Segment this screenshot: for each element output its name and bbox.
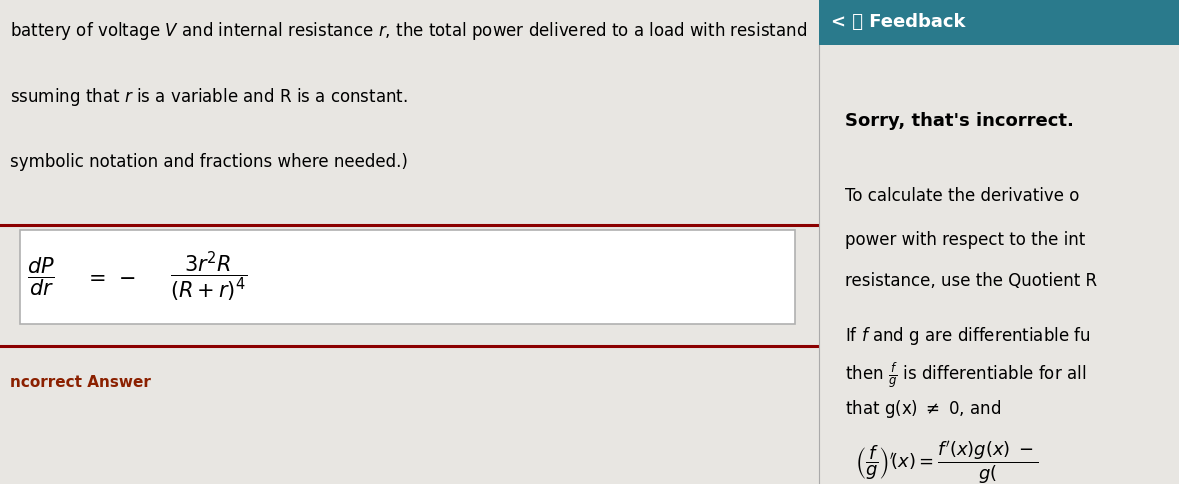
Text: Sorry, that's incorrect.: Sorry, that's incorrect. bbox=[844, 112, 1073, 130]
Bar bbox=[819, 0, 1179, 45]
Text: $\left(\dfrac{f}{g}\right)'\!(x) = \dfrac{f'(x)g(x)\;-}{g(}$: $\left(\dfrac{f}{g}\right)'\!(x) = \dfra… bbox=[856, 439, 1040, 484]
Text: ncorrect Answer: ncorrect Answer bbox=[9, 375, 151, 390]
Text: $\dfrac{dP}{dr}$: $\dfrac{dP}{dr}$ bbox=[27, 256, 55, 298]
Text: then $\frac{f}{g}$ is differentiable for all: then $\frac{f}{g}$ is differentiable for… bbox=[844, 360, 1086, 390]
Bar bbox=[20, 230, 795, 324]
Text: ssuming that $r$ is a variable and R is a constant.: ssuming that $r$ is a variable and R is … bbox=[9, 86, 408, 108]
Text: symbolic notation and fractions where needed.): symbolic notation and fractions where ne… bbox=[9, 153, 408, 171]
Text: To calculate the derivative o: To calculate the derivative o bbox=[844, 187, 1079, 205]
Text: battery of voltage $V$ and internal resistance $r$, the total power delivered to: battery of voltage $V$ and internal resi… bbox=[9, 20, 806, 43]
Text: that g(x) $\neq$ 0, and: that g(x) $\neq$ 0, and bbox=[844, 398, 1001, 420]
Text: $-$: $-$ bbox=[118, 267, 136, 287]
Text: $\dfrac{3r^2R}{(R+r)^4}$: $\dfrac{3r^2R}{(R+r)^4}$ bbox=[171, 250, 248, 304]
Text: If $f$ and g are differentiable fu: If $f$ and g are differentiable fu bbox=[844, 325, 1091, 348]
Text: < ⎙ Feedback: < ⎙ Feedback bbox=[831, 13, 966, 31]
Text: $=$: $=$ bbox=[84, 267, 105, 287]
Text: power with respect to the int: power with respect to the int bbox=[844, 230, 1085, 249]
Text: resistance, use the Quotient R: resistance, use the Quotient R bbox=[844, 272, 1096, 290]
